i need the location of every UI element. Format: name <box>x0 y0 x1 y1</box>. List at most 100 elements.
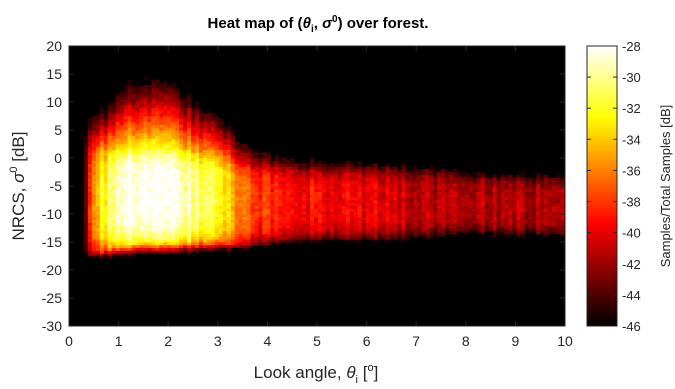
heat-cell <box>274 188 279 192</box>
heat-cell <box>99 228 105 232</box>
heat-cell <box>310 180 315 184</box>
heat-cell <box>262 228 267 232</box>
heat-cell <box>234 214 240 218</box>
heat-cell <box>329 225 335 229</box>
heat-cell <box>500 177 505 181</box>
heat-cell <box>242 230 247 234</box>
heat-cell <box>83 208 89 212</box>
heat-cell <box>139 194 144 198</box>
heat-cell <box>444 188 450 192</box>
y-tick-label: 20 <box>46 38 62 54</box>
heat-cell <box>210 113 216 117</box>
heat-cell <box>349 188 355 192</box>
heat-cell <box>131 197 136 201</box>
heat-cell <box>187 244 192 248</box>
heat-cell <box>361 222 367 226</box>
heat-cell <box>218 211 224 215</box>
heat-cell <box>437 214 442 218</box>
heat-cell <box>278 205 283 209</box>
heat-cell <box>405 194 410 198</box>
heat-cell <box>159 144 164 148</box>
heat-cell <box>163 191 168 195</box>
heat-cell <box>91 247 97 251</box>
heat-cell <box>183 186 188 190</box>
heat-cell <box>194 244 200 248</box>
heat-cell <box>302 186 307 190</box>
heat-cell <box>107 244 113 248</box>
heat-cell <box>500 174 505 178</box>
heat-cell <box>187 197 192 201</box>
heat-cell <box>278 177 283 181</box>
heat-cell <box>175 141 180 145</box>
heat-cell <box>488 208 493 212</box>
heat-cell <box>119 152 124 156</box>
heat-cell <box>222 244 228 248</box>
heat-cell <box>83 222 89 226</box>
heat-cell <box>365 228 370 232</box>
heat-cell <box>274 236 279 240</box>
heat-cell <box>286 222 291 226</box>
heat-cell <box>163 236 168 240</box>
heat-cell <box>536 186 541 190</box>
heat-cell <box>532 177 537 181</box>
heat-cell <box>218 174 224 178</box>
heat-cell <box>179 104 184 108</box>
heat-cell <box>520 233 525 237</box>
heat-cell <box>198 155 204 159</box>
heat-cell <box>274 183 279 187</box>
x-tick-label: 3 <box>214 333 222 349</box>
heat-cell <box>103 172 109 176</box>
heat-cell <box>357 194 363 198</box>
heat-cell <box>401 174 406 178</box>
heat-cell <box>464 191 470 195</box>
heat-cell <box>500 208 505 212</box>
heat-cell <box>429 183 434 187</box>
heat-cell <box>143 96 148 100</box>
heat-cell <box>206 219 212 223</box>
heat-cell <box>552 191 557 195</box>
heat-cell <box>528 177 533 181</box>
heat-cell <box>262 169 267 173</box>
heat-cell <box>504 225 509 229</box>
heat-cell <box>135 135 140 139</box>
heat-cell <box>444 174 450 178</box>
heat-cell <box>218 146 224 150</box>
heat-cell <box>242 180 247 184</box>
heat-cell <box>353 174 359 178</box>
heat-cell <box>393 216 398 220</box>
heat-cell <box>333 222 339 226</box>
heat-cell <box>242 211 247 215</box>
heat-cell <box>456 214 462 218</box>
heat-cell <box>151 90 156 94</box>
heat-cell <box>266 194 271 198</box>
heat-cell <box>87 149 93 153</box>
heat-cell <box>107 197 113 201</box>
heat-cell <box>115 247 120 251</box>
heat-cell <box>202 124 208 128</box>
heat-cell <box>107 146 113 150</box>
heat-cell <box>373 228 378 232</box>
heat-cell <box>286 172 291 176</box>
heat-cell <box>83 200 89 204</box>
heat-cell <box>198 132 204 136</box>
heat-cell <box>238 208 243 212</box>
heat-cell <box>218 149 224 153</box>
heat-cell <box>270 219 275 223</box>
heat-cell <box>238 244 243 248</box>
heat-cell <box>187 236 192 240</box>
heat-cell <box>107 118 113 122</box>
heat-cell <box>131 135 136 139</box>
heat-cell <box>349 222 355 226</box>
heat-cell <box>254 166 259 170</box>
heat-cell <box>135 242 140 246</box>
heat-cell <box>520 194 525 198</box>
heat-cell <box>127 186 132 190</box>
heat-cell <box>119 250 124 254</box>
heat-cell <box>437 208 442 212</box>
heat-cell <box>115 144 120 148</box>
heat-cell <box>556 180 561 184</box>
heat-cell <box>290 208 295 212</box>
heat-cell <box>310 186 315 190</box>
heat-cell <box>321 219 327 223</box>
heat-cell <box>246 177 251 181</box>
